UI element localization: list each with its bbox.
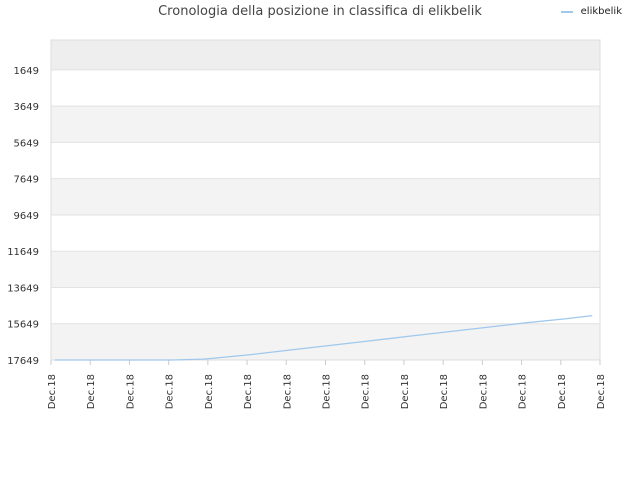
y-tick-label: 17649 bbox=[7, 356, 39, 367]
grid-band bbox=[51, 178, 600, 215]
x-tick-label: Dec.18 bbox=[282, 374, 293, 409]
grid-band bbox=[51, 323, 600, 360]
y-tick-label: 5649 bbox=[14, 138, 39, 149]
y-tick-label: 13649 bbox=[7, 283, 39, 294]
y-tick-label: 1649 bbox=[14, 66, 39, 77]
x-tick-label: Dec.18 bbox=[243, 374, 254, 409]
series-line-elikbelik bbox=[55, 314, 593, 361]
x-tick-label: Dec.18 bbox=[47, 374, 58, 409]
x-tick-label: Dec.18 bbox=[361, 374, 372, 409]
y-tick-label: 11649 bbox=[7, 247, 39, 258]
legend-label: elikbelik bbox=[580, 6, 622, 17]
grid-band bbox=[51, 40, 600, 70]
x-tick-label: Dec.18 bbox=[478, 374, 489, 409]
y-tick-label: 15649 bbox=[7, 320, 39, 331]
x-tick-label: Dec.18 bbox=[125, 374, 136, 409]
grid-band bbox=[51, 142, 600, 179]
y-tick-label: 9649 bbox=[14, 211, 39, 222]
y-tick-label: 3649 bbox=[14, 102, 39, 113]
x-tick-label: Dec.18 bbox=[400, 374, 411, 409]
legend-swatch bbox=[560, 10, 573, 13]
x-tick-label: Dec.18 bbox=[165, 374, 176, 409]
x-tick-label: Dec.18 bbox=[518, 374, 529, 409]
legend: elikbelik bbox=[560, 6, 622, 17]
chart-title: Cronologia della posizione in classifica… bbox=[158, 4, 482, 19]
grid-band bbox=[51, 214, 600, 252]
x-tick-label: Dec.18 bbox=[322, 374, 333, 409]
x-tick-label: Dec.18 bbox=[86, 374, 97, 409]
grid-band bbox=[51, 251, 600, 288]
x-tick-label: Dec.18 bbox=[204, 374, 215, 409]
grid-band bbox=[51, 69, 600, 107]
x-tick-label: Dec.18 bbox=[557, 374, 568, 409]
grid-band bbox=[51, 287, 600, 324]
y-tick-label: 7649 bbox=[14, 175, 39, 186]
grid-band bbox=[51, 106, 600, 143]
x-tick-label: Dec.18 bbox=[439, 374, 450, 409]
x-tick-label: Dec.18 bbox=[596, 374, 607, 409]
